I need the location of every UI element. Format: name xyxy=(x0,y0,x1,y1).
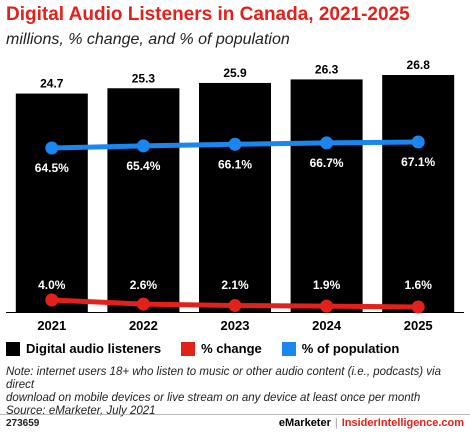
chart-svg: 24.7 25.3 25.9 26.3 26.8 2021 2022 2023 2024 2025… xyxy=(6,58,464,333)
legend-label-change: % change xyxy=(201,341,262,356)
chart-note: Note: internet users 18+ who listen to m… xyxy=(6,366,464,418)
bar-value-label-2024: 26.3 xyxy=(315,62,339,76)
population-label-2021: 64.5% xyxy=(35,161,69,175)
legend-item-change: % change xyxy=(181,341,262,356)
population-point-2023 xyxy=(228,137,242,151)
bar-value-label-2022: 25.3 xyxy=(132,71,156,85)
legend-item-listeners: Digital audio listeners xyxy=(6,341,161,356)
legend-swatch-listeners xyxy=(6,341,20,356)
bar-2022 xyxy=(107,88,180,312)
brand-insider-intelligence: InsiderIntelligence.com xyxy=(341,417,464,429)
legend-label-population: % of population xyxy=(301,341,400,356)
bar-2021 xyxy=(15,93,88,312)
change-point-2022 xyxy=(136,297,150,311)
change-label-2025: 1.6% xyxy=(405,278,433,292)
population-label-2023: 66.1% xyxy=(218,157,252,171)
note-line-1: Note: internet users 18+ who listen to m… xyxy=(6,366,441,391)
footer-divider xyxy=(0,414,470,415)
change-point-2024 xyxy=(320,299,334,313)
bar-2025 xyxy=(382,75,455,312)
chart-id: 273659 xyxy=(6,418,40,429)
population-point-2022 xyxy=(136,139,150,153)
legend-swatch-change xyxy=(181,341,196,356)
note-line-2: download on mobile devices or live strea… xyxy=(6,392,421,404)
chart-title: Digital Audio Listeners in Canada, 2021-… xyxy=(6,4,410,25)
population-point-2024 xyxy=(320,136,334,150)
x-tick-label-2023: 2023 xyxy=(221,318,250,333)
x-tick-label-2021: 2021 xyxy=(37,318,66,333)
population-point-2025 xyxy=(411,135,425,149)
change-point-2023 xyxy=(228,299,242,313)
brand-emarketer: eMarketer xyxy=(278,417,331,429)
brand-separator: | xyxy=(334,417,338,429)
bar-value-label-2021: 24.7 xyxy=(40,77,64,91)
change-label-2021: 4.0% xyxy=(38,278,66,292)
chart-legend: Digital audio listeners % change % of po… xyxy=(6,341,419,356)
change-label-2024: 1.9% xyxy=(313,278,341,292)
legend-item-population: % of population xyxy=(281,341,400,356)
bar-2023 xyxy=(199,82,271,312)
bar-2024 xyxy=(290,79,363,313)
x-tick-label-2025: 2025 xyxy=(404,318,433,333)
bar-value-label-2025: 26.8 xyxy=(407,58,431,72)
chart-subtitle: millions, % change, and % of population xyxy=(6,31,290,48)
bar-value-label-2023: 25.9 xyxy=(223,66,247,80)
population-label-2022: 65.4% xyxy=(126,159,160,173)
change-label-2022: 2.6% xyxy=(130,278,158,292)
change-point-2025 xyxy=(411,300,425,314)
population-point-2021 xyxy=(45,141,59,155)
change-point-2021 xyxy=(45,293,59,307)
brand-footer: eMarketer | InsiderIntelligence.com xyxy=(279,417,464,429)
legend-label-listeners: Digital audio listeners xyxy=(26,341,162,356)
x-tick-label-2024: 2024 xyxy=(312,318,342,333)
legend-swatch-population xyxy=(281,341,296,356)
x-tick-label-2022: 2022 xyxy=(129,318,158,333)
population-label-2024: 66.7% xyxy=(310,156,344,170)
change-label-2023: 2.1% xyxy=(221,278,249,292)
population-label-2025: 67.1% xyxy=(401,155,435,169)
